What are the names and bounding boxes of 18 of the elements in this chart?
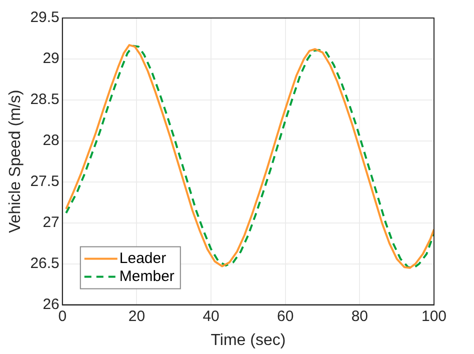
- y-tick-label: 27.5: [30, 173, 60, 190]
- x-tick-label: 0: [58, 308, 67, 325]
- x-tick-label: 100: [421, 308, 447, 325]
- legend-label: Leader: [119, 250, 166, 267]
- y-tick-label: 26.5: [30, 254, 60, 272]
- legend-label: Member: [119, 268, 174, 285]
- x-axis-title: Time (sec): [210, 332, 286, 349]
- x-tick-label: 80: [351, 308, 368, 325]
- y-tick-label: 29: [42, 50, 60, 68]
- y-tick-label: 26: [42, 296, 60, 313]
- x-tick-label: 40: [202, 308, 220, 325]
- y-tick-label: 27: [42, 214, 60, 231]
- x-tick-label: 60: [277, 308, 294, 325]
- y-axis-title: Vehicle Speed (m/s): [7, 90, 24, 233]
- y-tick-label: 28.5: [30, 91, 60, 108]
- x-tick-label: 20: [128, 308, 146, 325]
- y-tick-label: 28: [42, 132, 60, 150]
- y-tick-label: 29.5: [30, 9, 60, 26]
